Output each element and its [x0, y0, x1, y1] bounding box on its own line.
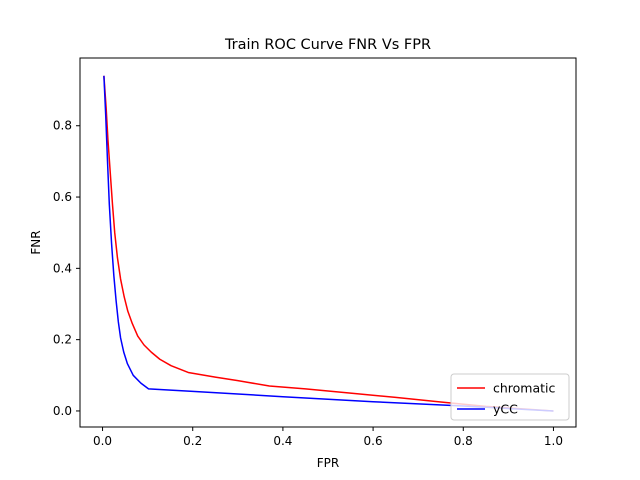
y-tick-label: 0.8 — [53, 119, 72, 133]
y-tick-label: 0.0 — [53, 404, 72, 418]
x-tick-label: 0.6 — [364, 434, 383, 448]
chart-title: Train ROC Curve FNR Vs FPR — [224, 37, 431, 53]
y-tick-label: 0.4 — [53, 261, 72, 275]
y-tick-label: 0.6 — [53, 190, 72, 204]
x-tick-label: 0.8 — [454, 434, 473, 448]
plot-layer — [103, 75, 554, 412]
legend: chromatic yCC — [450, 373, 570, 421]
y-axis-label: FNR — [29, 230, 43, 254]
x-tick-label: 0.2 — [183, 434, 202, 448]
x-tick-label: 1.0 — [544, 434, 563, 448]
x-axis-ticks: 0.0 0.2 0.4 0.6 0.8 1.0 — [93, 427, 563, 448]
legend-label-ycc: yCC — [493, 402, 518, 417]
y-tick-label: 0.2 — [53, 333, 72, 347]
x-tick-label: 0.4 — [273, 434, 292, 448]
plot-frame — [79, 57, 577, 428]
x-axis-label: FPR — [317, 456, 339, 470]
y-axis-ticks: 0.0 0.2 0.4 0.6 0.8 — [53, 119, 80, 418]
series-line-chromatic — [103, 75, 554, 412]
legend-label-chromatic: chromatic — [493, 381, 556, 396]
x-tick-label: 0.0 — [93, 434, 112, 448]
series-line-ycc — [103, 75, 554, 412]
